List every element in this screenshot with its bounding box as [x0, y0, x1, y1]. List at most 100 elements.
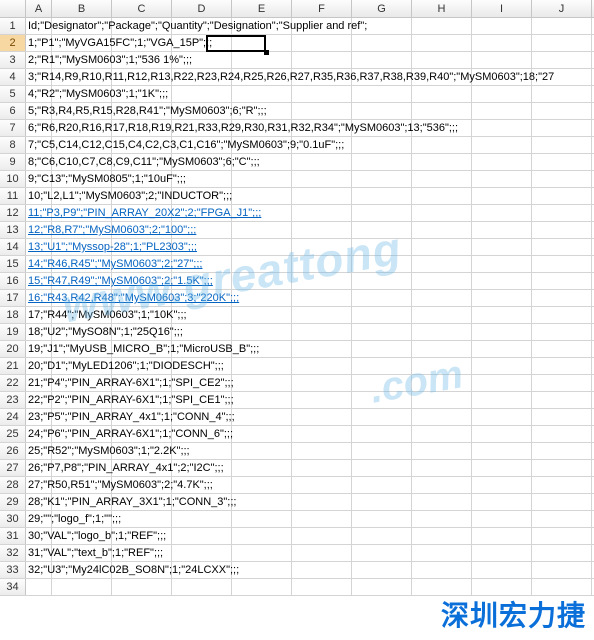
col-header-j[interactable]: J — [532, 0, 592, 17]
cell[interactable] — [472, 443, 532, 460]
cell[interactable]: 29;"";"logo_f";1;"";;; — [26, 511, 52, 528]
cell[interactable] — [352, 426, 412, 443]
cell[interactable] — [352, 528, 412, 545]
cell[interactable] — [292, 545, 352, 562]
cell[interactable] — [412, 239, 472, 256]
cell[interactable] — [412, 324, 472, 341]
col-header-f[interactable]: F — [292, 0, 352, 17]
cell[interactable] — [232, 426, 292, 443]
cell[interactable] — [232, 86, 292, 103]
cell[interactable] — [232, 562, 292, 579]
cell[interactable] — [352, 443, 412, 460]
cell[interactable]: Id;"Designator";"Package";"Quantity";"De… — [26, 18, 52, 35]
cell[interactable]: 1;"P1";"MyVGA15FC";1;"VGA_15P";;; — [26, 35, 52, 52]
cell[interactable] — [412, 290, 472, 307]
col-header-g[interactable]: G — [352, 0, 412, 17]
cell[interactable] — [292, 494, 352, 511]
cell[interactable] — [232, 460, 292, 477]
cell[interactable] — [532, 290, 592, 307]
col-header-d[interactable]: D — [172, 0, 232, 17]
cell[interactable] — [472, 239, 532, 256]
cell[interactable] — [232, 307, 292, 324]
cell[interactable] — [232, 579, 292, 596]
cell[interactable] — [472, 205, 532, 222]
cell[interactable] — [412, 171, 472, 188]
col-header-c[interactable]: C — [112, 0, 172, 17]
cell[interactable] — [412, 205, 472, 222]
cell[interactable] — [412, 579, 472, 596]
cell[interactable] — [412, 137, 472, 154]
cell[interactable] — [232, 52, 292, 69]
select-all-corner[interactable] — [0, 0, 26, 17]
cell[interactable] — [352, 494, 412, 511]
cell[interactable] — [232, 375, 292, 392]
cell[interactable] — [472, 103, 532, 120]
cell[interactable] — [472, 137, 532, 154]
cell[interactable] — [472, 222, 532, 239]
cell[interactable] — [232, 222, 292, 239]
cell[interactable] — [412, 494, 472, 511]
cell[interactable] — [532, 239, 592, 256]
cell[interactable]: 13;"U1";"Myssop-28";1;"PL2303";;; — [26, 239, 52, 256]
cell[interactable] — [292, 205, 352, 222]
cell[interactable] — [292, 460, 352, 477]
cell[interactable] — [532, 222, 592, 239]
cell[interactable] — [292, 392, 352, 409]
cell[interactable] — [352, 324, 412, 341]
row-header[interactable]: 34 — [0, 579, 26, 595]
row-header[interactable]: 22 — [0, 375, 26, 391]
cell[interactable] — [292, 307, 352, 324]
cell[interactable] — [472, 494, 532, 511]
cell[interactable] — [292, 222, 352, 239]
cell[interactable] — [412, 409, 472, 426]
cell[interactable] — [532, 358, 592, 375]
cell[interactable] — [532, 375, 592, 392]
cell[interactable] — [472, 18, 532, 35]
cell[interactable] — [292, 239, 352, 256]
cell[interactable] — [232, 290, 292, 307]
cell[interactable] — [352, 358, 412, 375]
cell[interactable] — [472, 120, 532, 137]
cell[interactable] — [532, 426, 592, 443]
cell[interactable]: 10;"L2,L1";"MySM0603";2;"INDUCTOR";;; — [26, 188, 52, 205]
cell[interactable] — [352, 409, 412, 426]
cell[interactable] — [412, 511, 472, 528]
cell[interactable] — [472, 86, 532, 103]
cell[interactable] — [352, 171, 412, 188]
cell[interactable]: 19;"J1";"MyUSB_MICRO_B";1;"MicroUSB_B";;… — [26, 341, 52, 358]
cell[interactable]: 14;"R46,R45";"MySM0603";2;"27";;; — [26, 256, 52, 273]
cell[interactable] — [352, 273, 412, 290]
cell[interactable]: 11;"P3,P9";"PIN_ARRAY_20X2";2;"FPGA_J1";… — [26, 205, 52, 222]
cell[interactable] — [472, 579, 532, 596]
cell[interactable] — [232, 256, 292, 273]
cell[interactable] — [232, 392, 292, 409]
cell[interactable] — [532, 545, 592, 562]
cell[interactable] — [232, 494, 292, 511]
cell[interactable] — [412, 86, 472, 103]
cell[interactable] — [412, 392, 472, 409]
cell[interactable] — [532, 205, 592, 222]
cell[interactable] — [352, 103, 412, 120]
row-header[interactable]: 17 — [0, 290, 26, 306]
cell[interactable]: 9;"C13";"MySM0805";1;"10uF";;; — [26, 171, 52, 188]
cell[interactable] — [232, 239, 292, 256]
cell[interactable]: 23;"P5";"PIN_ARRAY_4x1";1;"CONN_4";;; — [26, 409, 52, 426]
cell[interactable] — [532, 579, 592, 596]
cell[interactable] — [472, 426, 532, 443]
cell[interactable]: 22;"P2";"PIN_ARRAY-6X1";1;"SPI_CE1";;; — [26, 392, 52, 409]
row-header[interactable]: 5 — [0, 86, 26, 102]
cell[interactable] — [412, 52, 472, 69]
cell[interactable]: 24;"P6";"PIN_ARRAY-6X1";1;"CONN_6";;; — [26, 426, 52, 443]
cell[interactable] — [472, 171, 532, 188]
cell[interactable] — [292, 426, 352, 443]
cell[interactable] — [412, 341, 472, 358]
cell[interactable] — [352, 205, 412, 222]
cell[interactable] — [292, 511, 352, 528]
cell[interactable] — [412, 222, 472, 239]
cell[interactable] — [232, 358, 292, 375]
cell[interactable]: 32;"U3";"My24lC02B_SO8N";1;"24LCXX";;; — [26, 562, 52, 579]
cell[interactable] — [352, 52, 412, 69]
cell[interactable] — [472, 290, 532, 307]
cell[interactable] — [532, 52, 592, 69]
cell[interactable] — [292, 154, 352, 171]
